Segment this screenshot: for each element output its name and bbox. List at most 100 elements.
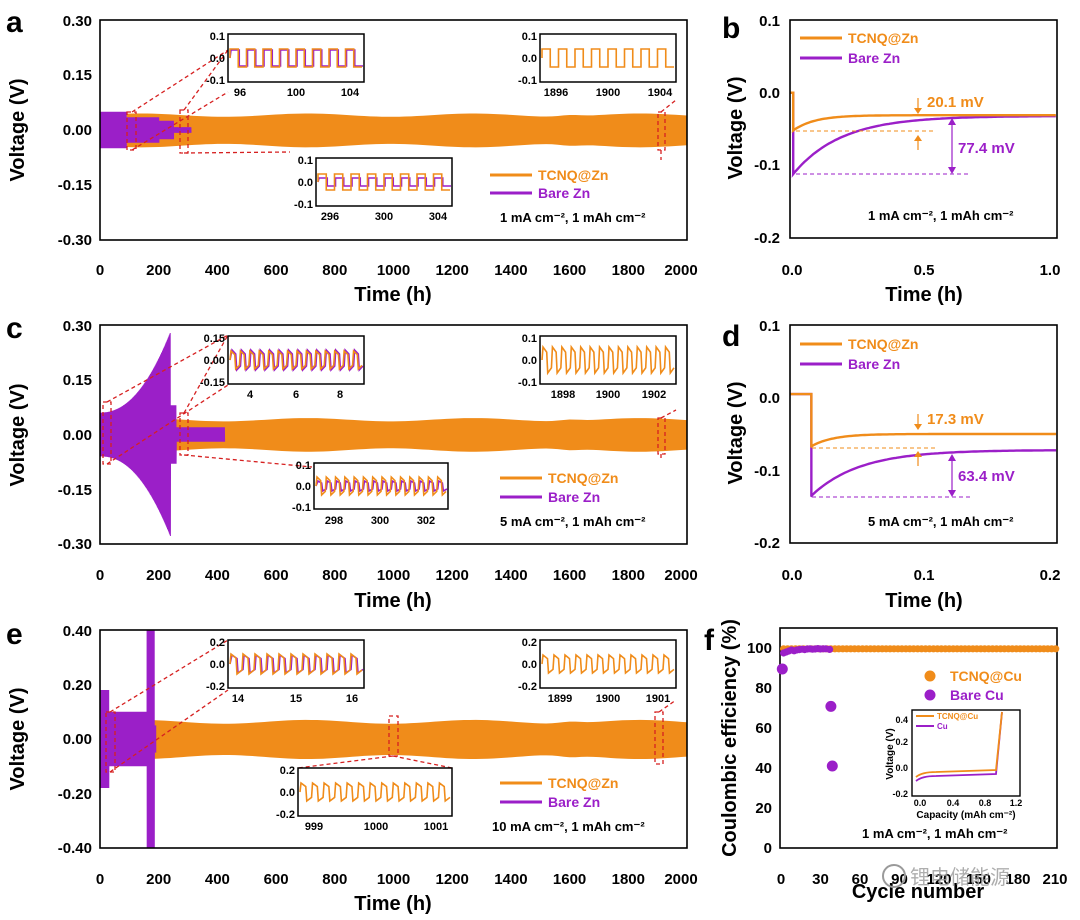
inset-tcnq-curve [915, 711, 1003, 778]
inset-x-tick: 100 [287, 87, 305, 99]
panel-e-xticks: 0 200 400 600 800 1000 1200 1400 1600 18… [96, 871, 698, 888]
x-tick: 1800 [612, 871, 645, 888]
inset-y-tick: 0.2 [210, 637, 225, 649]
bare-point [776, 663, 788, 675]
x-tick: 1600 [553, 262, 586, 279]
x-tick: 800 [322, 871, 347, 888]
bare-series-trace [100, 332, 226, 537]
panel-e-inset-2: 0.2 0.0 -0.2 1899 1900 1901 [518, 637, 677, 705]
panel-b: 0.1 0.0 -0.1 -0.2 0.0 0.5 1.0 Time (h) V… [725, 13, 1060, 306]
panel-label-e: e [6, 618, 23, 651]
x-tick: 1800 [612, 567, 645, 584]
x-tick: 180 [1005, 871, 1030, 888]
panel-c-yticks: -0.30 -0.15 0.00 0.15 0.30 [58, 318, 92, 553]
panel-d-ylabel: Voltage (V) [725, 382, 747, 485]
x-tick: 1200 [436, 262, 469, 279]
inset-cu-curve [915, 711, 1003, 782]
x-tick: 1200 [436, 567, 469, 584]
x-tick: 1000 [377, 871, 410, 888]
bare-series-line [790, 91, 1056, 178]
panel-a-yticks: -0.30 -0.15 0.00 0.15 0.30 [58, 13, 92, 249]
panel-c-traces [100, 332, 687, 537]
inset-bare-trace [317, 177, 451, 187]
annotation-bare-overpotential: 63.4 mV [958, 468, 1015, 485]
panel-c-condition: 5 mA cm⁻², 1 mAh cm⁻² [500, 514, 646, 529]
panel-d-frame [789, 324, 1058, 544]
inset-y-tick: 0.0 [895, 763, 908, 773]
y-tick: 20 [755, 800, 772, 817]
panel-c-xticks: 0 200 400 600 800 1000 1200 1400 1600 18… [96, 567, 698, 584]
inset-x-tick: 300 [375, 211, 393, 223]
x-tick: 1400 [494, 871, 527, 888]
y-tick: 0.15 [63, 67, 92, 84]
bare-series-trace [100, 111, 192, 149]
panel-e-guides [105, 639, 677, 773]
legend-label-tcnq: TCNQ@Zn [848, 30, 918, 46]
inset-x-tick: 8 [337, 389, 343, 401]
inset-legend-tcnq: TCNQ@Cu [937, 712, 978, 721]
y-tick: -0.1 [754, 463, 780, 480]
inset-tcnq-trace [229, 48, 362, 68]
inset-y-tick: -0.1 [206, 75, 225, 87]
panel-a-xticks: 0 200 400 600 800 1000 1200 1400 1600 18… [96, 262, 698, 279]
inset-x-tick: 0.0 [914, 798, 927, 808]
inset-x-tick: 1.2 [1010, 798, 1023, 808]
inset-y-tick: 0.0 [296, 481, 311, 493]
inset-y-tick: 0.1 [210, 31, 225, 43]
inset-x-tick: 1896 [544, 87, 568, 99]
inset-y-tick: 0.2 [280, 765, 295, 777]
panel-d-xlabel: Time (h) [885, 590, 962, 612]
inset-x-tick: 300 [371, 515, 389, 527]
panel-f-points [776, 645, 1060, 772]
tcnq-point [1052, 645, 1060, 653]
x-tick: 1000 [377, 567, 410, 584]
x-tick: 120 [926, 871, 951, 888]
x-tick: 1400 [494, 262, 527, 279]
bare-point [826, 645, 834, 654]
inset-x-tick: 6 [293, 389, 299, 401]
panel-c-legend: TCNQ@Zn Bare Zn [500, 470, 618, 505]
y-tick: 0.1 [759, 13, 780, 30]
x-tick: 2000 [664, 567, 697, 584]
x-tick: 150 [966, 871, 991, 888]
panel-c-inset-1: 0.15 0.00 -0.15 4 6 8 [200, 333, 365, 401]
panel-label-b: b [722, 12, 740, 45]
x-tick: 0 [96, 567, 104, 584]
inset-x-tick: 1900 [596, 693, 620, 705]
inset-x-tick: 1900 [596, 87, 620, 99]
inset-tcnq-trace [229, 652, 363, 676]
inset-x-tick: 16 [346, 693, 358, 705]
y-tick: -0.20 [58, 786, 92, 803]
inset-x-tick: 1902 [642, 389, 666, 401]
inset-tcnq-trace [299, 781, 451, 803]
x-tick: 1000 [377, 262, 410, 279]
bare-series-trace [100, 629, 157, 849]
inset-x-tick: 1901 [646, 693, 670, 705]
inset-y-tick: -0.15 [200, 377, 225, 389]
y-tick: 0.40 [63, 623, 92, 640]
panel-label-a: a [6, 6, 23, 39]
panel-d: 0.1 0.0 -0.1 -0.2 0.0 0.1 0.2 Time (h) V… [725, 318, 1060, 612]
panel-e-inset-1: 0.2 0.0 -0.2 14 15 16 [206, 637, 365, 705]
inset-y-tick: -0.1 [518, 377, 537, 389]
inset-y-tick: -0.2 [518, 681, 537, 693]
inset-y-tick: -0.1 [292, 502, 311, 514]
annotation-bare-overpotential: 77.4 mV [958, 140, 1015, 157]
annotation-tcnq-overpotential: 17.3 mV [927, 411, 984, 428]
x-tick: 800 [322, 262, 347, 279]
x-tick: 200 [146, 567, 171, 584]
panel-c-inset-2: 0.1 0.0 -0.1 1898 1900 1902 [518, 333, 677, 401]
legend-label-tcnq: TCNQ@Zn [548, 470, 618, 486]
x-tick: 1800 [612, 262, 645, 279]
y-tick: 0.15 [63, 372, 92, 389]
inset-x-tick: 104 [341, 87, 360, 99]
x-tick: 0 [777, 871, 785, 888]
y-tick: 0.0 [759, 85, 780, 102]
panel-c-xlabel: Time (h) [354, 590, 431, 612]
x-tick: 0.0 [782, 262, 803, 279]
y-tick: 0.30 [63, 13, 92, 30]
inset-y-tick: 0.0 [522, 659, 537, 671]
annotation-tcnq-overpotential: 20.1 mV [927, 94, 984, 111]
inset-y-tick: 0.0 [522, 53, 537, 65]
inset-tcnq-trace [315, 475, 447, 497]
